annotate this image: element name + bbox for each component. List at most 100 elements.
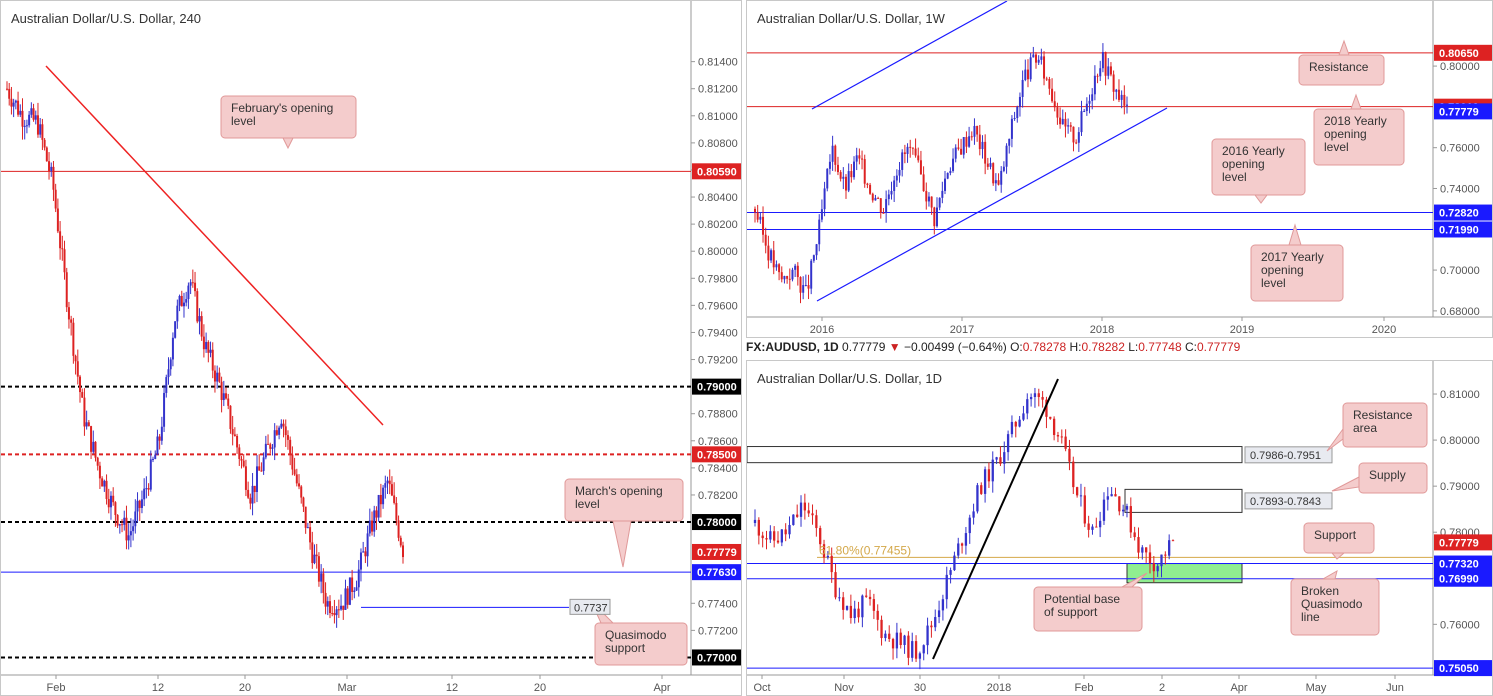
candle-body [926,625,929,646]
candle-body [812,255,815,261]
candle-body [823,188,826,210]
candle-body [19,110,22,115]
candle-body [70,319,73,323]
candle-body [171,337,174,360]
candle-body [934,617,937,628]
candle-body [957,147,960,149]
y-tick-label: 0.79800 [698,273,738,285]
candle-body [858,155,861,159]
candle-body [1087,523,1090,530]
candle-body [103,480,106,487]
candle-body [822,544,826,558]
candle-body [182,302,185,307]
candle-body [1021,79,1024,97]
candle-body [364,551,367,557]
candle-body [1079,495,1083,497]
price-label-box [692,514,741,531]
candle-body [804,285,807,287]
candle-body [295,474,298,484]
candle-body [944,178,947,191]
candle-body [298,483,301,487]
candle-body [836,164,839,173]
potential-support-zone [1126,563,1243,584]
candle-body [1045,399,1048,417]
y-tick-label: 0.79400 [698,327,738,339]
candle-body [138,500,141,508]
candle-body [1168,540,1171,556]
candle-body [52,166,55,190]
candle-body [152,458,155,460]
candle-body [191,282,194,284]
candle-body [879,198,882,213]
candle-body [109,495,112,508]
candle-body [839,172,842,179]
candle-body [388,480,391,485]
x-tick-label: Feb [1075,682,1094,694]
candle-body [874,197,877,201]
price-label: 0.78500 [697,449,737,461]
price-label-box [692,543,741,560]
y-tick-label: 0.79000 [1440,481,1480,493]
candle-body [1024,69,1027,80]
candle-body [945,574,948,600]
y-tick-label: 0.78600 [698,436,738,448]
supply-zone [1124,488,1243,513]
d1-chart-canvas[interactable]: 0.810000.800000.790000.780000.770000.760… [747,361,1493,696]
candle-body [917,155,920,161]
candle-body [300,486,303,498]
candle-body [759,216,762,220]
candle-body [970,136,973,138]
price-label-box [1434,103,1492,120]
candle-body [941,599,945,611]
w1-chart-panel[interactable]: Australian Dollar/U.S. Dollar, 1W 0.8000… [746,0,1493,338]
candle-body [242,460,245,467]
price-label: 0.77779 [1439,106,1479,118]
w1-chart-canvas[interactable]: 0.80000 0.76000 0.74000 0.70000 0.68000 2016 2… [747,1,1493,338]
d1-chart-panel[interactable]: Australian Dollar/U.S. Dollar, 1D 0.8100… [746,360,1493,696]
candle-body [271,447,274,449]
candle-body [1064,436,1067,449]
x-tick-label: 2018 [1090,324,1114,336]
candle-body [386,480,389,484]
candle-body [842,176,845,179]
candle-body [125,517,128,541]
callout-support-pointer [1330,552,1346,560]
candle-body [1018,419,1021,427]
candle-body [989,163,992,167]
candle-body [147,488,150,490]
candle-body [844,176,847,191]
candle-body [799,277,802,293]
candle-body [799,502,803,517]
candle-body [59,231,62,249]
h4-chart-canvas[interactable]: 0.814000.812000.810000.808000.806000.804… [1,1,742,696]
candle-body [393,495,396,503]
price-label-box [692,649,741,666]
h4-chart-panel[interactable]: Australian Dollar/U.S. Dollar, 240 0.814… [0,0,742,696]
price-label-box [1434,204,1492,221]
callout-2016-open-text: 2016 Yearly [1222,144,1285,158]
x-tick-label: 2016 [810,324,834,336]
candle-body [14,100,17,103]
candle-body [922,645,925,654]
candle-body [1125,506,1129,510]
callout-quasimodo-text: Quasimodo [605,628,667,642]
y-tick-label: 0.77400 [698,598,738,610]
candle-body [114,502,117,516]
y-tick-label: 0.81000 [698,111,738,123]
candle-body [304,506,307,528]
candle-body [30,108,33,115]
candle-body [903,152,906,154]
candle-body [1037,393,1040,398]
candle-body [25,125,28,127]
price-label: 0.72820 [1439,208,1479,220]
candle-body [1114,494,1117,497]
candle-body [991,459,994,482]
candle-body [1016,106,1019,119]
callout-2017-open-pointer [1288,223,1302,246]
price-label-box [1434,534,1492,551]
candle-body [54,189,57,209]
callout-supply-pointer [1331,476,1360,492]
candle-body [767,245,770,261]
candle-body [118,524,121,526]
candle-body [180,295,183,307]
